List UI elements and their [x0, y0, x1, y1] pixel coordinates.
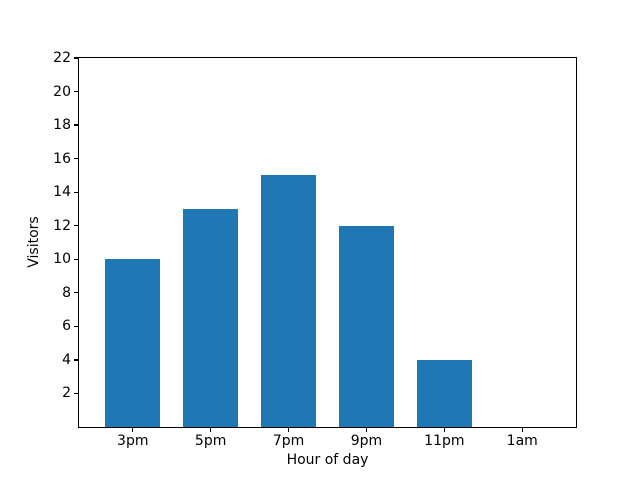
y-tick-label-14: 14: [53, 184, 71, 201]
y-axis-title: Visitors: [26, 216, 42, 268]
x-tick-mark-3pm: [132, 428, 134, 432]
y-tick-label-4: 4: [62, 351, 71, 368]
y-tick-mark-2: [74, 392, 78, 395]
bar-5pm: [183, 208, 238, 427]
x-tick-label-9pm: 9pm: [350, 433, 383, 449]
x-tick-label-11pm: 11pm: [424, 433, 465, 449]
bar-3pm: [105, 259, 160, 427]
y-tick-label-22: 22: [53, 50, 71, 66]
y-tick-mark-4: [74, 359, 78, 361]
y-tick-label-16: 16: [53, 150, 71, 167]
x-tick-mark-1am: [521, 428, 523, 432]
x-tick-mark-7pm: [287, 428, 290, 432]
x-tick-mark-9pm: [365, 428, 368, 432]
bar-11pm: [417, 359, 472, 427]
x-tick-label-5pm: 5pm: [194, 433, 227, 449]
bar-9pm: [339, 225, 394, 427]
y-tick-mark-12: [74, 225, 78, 227]
y-tick-label-6: 6: [62, 318, 71, 335]
y-tick-mark-18: [74, 124, 78, 126]
y-tick-label-2: 2: [62, 385, 71, 402]
y-tick-mark-8: [74, 292, 78, 294]
y-tick-mark-6: [74, 325, 78, 327]
bar-7pm: [261, 175, 316, 427]
x-tick-mark-5pm: [210, 428, 212, 432]
y-tick-mark-20: [74, 90, 78, 93]
y-tick-label-12: 12: [53, 217, 71, 234]
plot-area: [78, 57, 577, 428]
x-tick-label-3pm: 3pm: [117, 433, 149, 449]
x-tick-label-7pm: 7pm: [272, 433, 305, 449]
x-tick-label-1am: 1am: [506, 433, 538, 449]
y-tick-mark-14: [74, 191, 78, 193]
y-tick-mark-10: [74, 258, 78, 260]
y-tick-label-10: 10: [53, 251, 71, 268]
y-tick-mark-16: [74, 157, 78, 160]
y-tick-label-8: 8: [62, 284, 71, 301]
x-axis-title: Hour of day: [286, 452, 369, 468]
y-tick-label-18: 18: [53, 117, 71, 134]
y-tick-label-20: 20: [53, 83, 71, 100]
x-tick-mark-11pm: [443, 428, 445, 432]
y-tick-mark-22: [74, 57, 78, 59]
